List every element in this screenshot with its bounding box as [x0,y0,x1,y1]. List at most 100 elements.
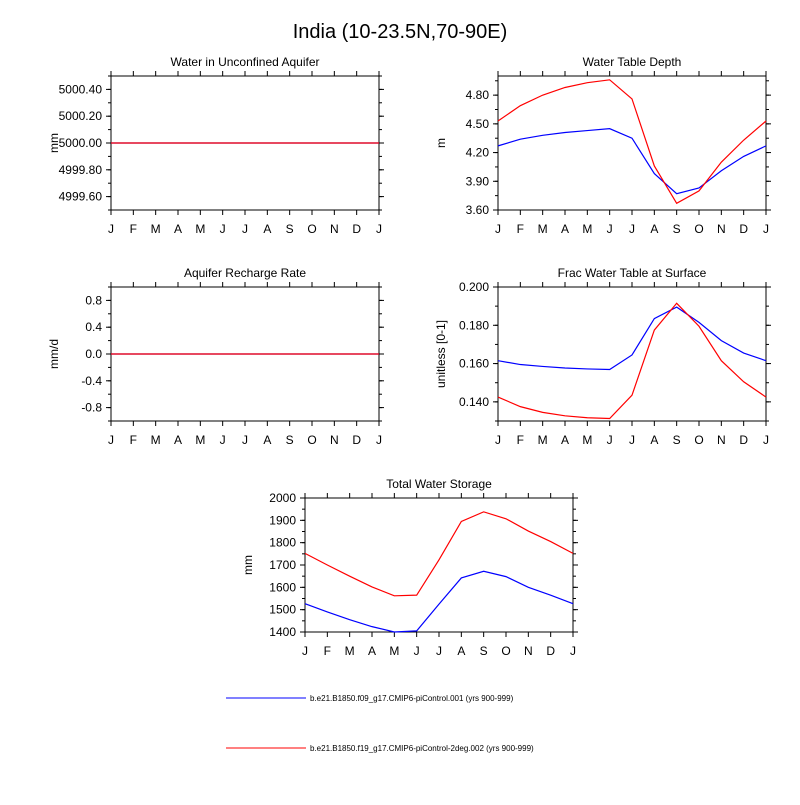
x-tick-label-dec: D [352,222,361,236]
series-line-1 [304,570,574,633]
y-tick-label: 1500 [269,603,296,617]
x-tick-label-apr: A [174,222,182,236]
y-tick-label: 3.60 [466,203,490,217]
x-tick-label-mar: M [538,222,548,236]
x-tick-label-oct: O [694,433,703,447]
x-tick-label-nov: N [717,433,726,447]
y-tick-label: 0.140 [459,395,489,409]
y-tick-label: 4999.60 [59,190,103,204]
x-tick-label-jun: J [607,433,613,447]
x-tick-label-aug: A [650,222,658,236]
x-tick-label-sep: S [286,433,294,447]
series-line-2 [497,79,767,205]
chart-title: Water Table Depth [583,55,682,69]
x-tick-label-jan: J [495,222,501,236]
x-tick-label-aug: A [457,644,465,658]
chart-title: Water in Unconfined Aquifer [171,55,320,69]
series-line-2 [304,511,574,597]
x-tick-label-aug: A [650,433,658,447]
y-tick-label: 3.90 [466,174,490,188]
x-tick-label-jan: J [495,433,501,447]
x-tick-label-sep: S [673,222,681,236]
x-tick-label-jul: J [629,222,635,236]
y-axis-label: mm [47,133,61,153]
x-tick-label-may: M [195,433,205,447]
legend-label-series-2: b.e21.B1850.f19_g17.CMIP6-piControl-2deg… [310,744,534,753]
y-tick-label: 1800 [269,536,296,550]
y-tick-label: 5000.00 [59,136,103,150]
x-tick-label-apr: A [368,644,376,658]
x-tick-label-mar: M [151,222,161,236]
x-tick-label-jan-end: J [570,644,576,658]
x-tick-label-jun: J [220,222,226,236]
legend: b.e21.B1850.f09_g17.CMIP6-piControl.001 … [226,694,534,753]
y-tick-label: 0.4 [85,320,102,334]
x-tick-label-jan: J [108,222,114,236]
x-tick-label-aug: A [263,222,271,236]
y-axis-label: mm [241,555,255,575]
y-tick-label: 5000.20 [59,109,103,123]
x-tick-label-may: M [582,433,592,447]
x-tick-label-jan: J [108,433,114,447]
x-tick-label-jul: J [242,433,248,447]
legend-label-series-1: b.e21.B1850.f09_g17.CMIP6-piControl.001 … [310,694,514,703]
x-tick-label-oct: O [307,222,316,236]
x-tick-label-oct: O [694,222,703,236]
x-tick-label-nov: N [330,433,339,447]
x-tick-label-sep: S [286,222,294,236]
x-tick-label-feb: F [517,222,524,236]
x-tick-label-may: M [195,222,205,236]
y-tick-label: 2000 [269,491,296,505]
x-tick-label-jul: J [436,644,442,658]
y-axis-label: unitless [0-1] [434,320,448,388]
x-tick-label-jun: J [220,433,226,447]
x-tick-label-dec: D [739,433,748,447]
x-tick-label-oct: O [501,644,510,658]
x-tick-label-jan: J [302,644,308,658]
x-tick-label-jan-end: J [376,222,382,236]
y-axis-label: mm/d [47,339,61,369]
x-tick-label-mar: M [151,433,161,447]
y-tick-label: 0.8 [85,293,102,307]
x-tick-label-aug: A [263,433,271,447]
x-tick-label-sep: S [673,433,681,447]
x-tick-label-oct: O [307,433,316,447]
y-tick-label: 0.180 [459,318,489,332]
x-tick-label-jul: J [629,433,635,447]
y-tick-label: -0.4 [81,374,102,388]
y-tick-label: 4.50 [466,117,490,131]
chart-panel-frac-water-table-at-surface: Frac Water Table at Surface unitless [0-1… [434,266,771,447]
y-axis-label: m [434,138,448,148]
x-tick-label-jan-end: J [763,433,769,447]
x-tick-label-apr: A [561,222,569,236]
x-tick-label-dec: D [352,433,361,447]
y-tick-label: 1700 [269,558,296,572]
x-tick-label-jul: J [242,222,248,236]
x-tick-label-apr: A [561,433,569,447]
x-tick-label-mar: M [538,433,548,447]
x-tick-label-may: M [582,222,592,236]
x-tick-label-feb: F [324,644,331,658]
x-tick-label-dec: D [546,644,555,658]
x-tick-label-dec: D [739,222,748,236]
x-tick-label-jan-end: J [376,433,382,447]
y-tick-label: 0.0 [85,347,102,361]
x-tick-label-nov: N [717,222,726,236]
x-tick-label-feb: F [130,433,137,447]
y-tick-label: -0.8 [81,401,102,415]
chart-title: Total Water Storage [386,477,492,491]
y-tick-label: 1900 [269,513,296,527]
y-tick-label: 5000.40 [59,82,103,96]
page-title: India (10-23.5N,70-90E) [293,21,508,43]
x-tick-label-feb: F [130,222,137,236]
series-line-1 [497,306,767,371]
x-tick-label-jun: J [414,644,420,658]
chart-title: Aquifer Recharge Rate [184,266,306,280]
x-tick-label-jan-end: J [763,222,769,236]
x-tick-label-nov: N [524,644,533,658]
